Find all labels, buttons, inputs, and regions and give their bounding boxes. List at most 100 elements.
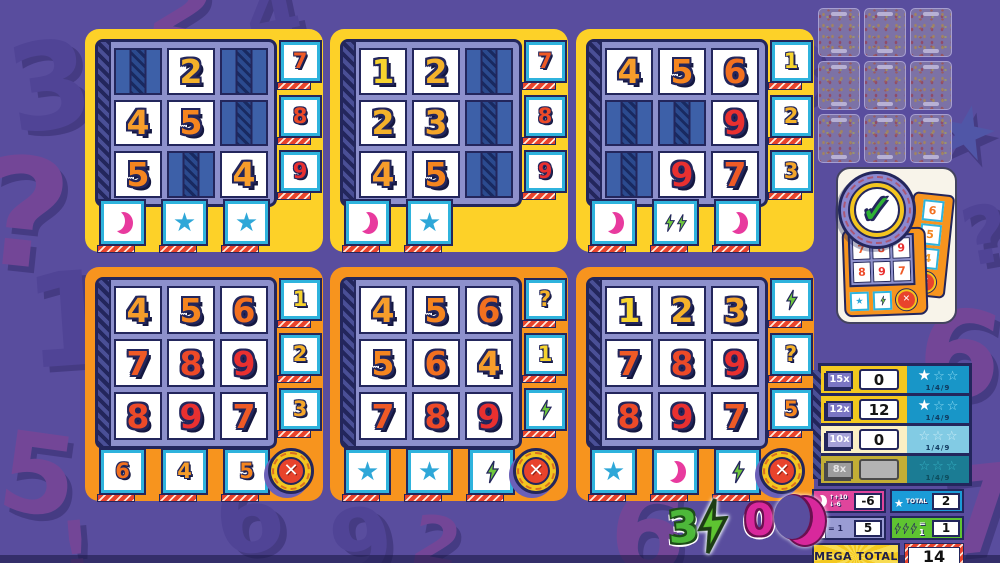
grid-cell[interactable]: 3: [412, 99, 460, 147]
facedown-card[interactable]: [818, 114, 860, 163]
grid-cell-blocked[interactable]: [114, 48, 162, 95]
grid-cell-blocked[interactable]: [465, 151, 513, 198]
facedown-card[interactable]: [910, 114, 952, 163]
grid-cell[interactable]: 9: [711, 339, 759, 387]
grid-cell[interactable]: 9: [658, 151, 706, 198]
grid-cell[interactable]: 8: [114, 392, 162, 440]
grid-cell[interactable]: 9: [658, 392, 706, 440]
facedown-card[interactable]: [864, 8, 906, 57]
grid-cell[interactable]: 5: [412, 286, 460, 334]
cell-number: 4: [126, 103, 150, 143]
moon-icon: [722, 210, 749, 235]
grid-cell[interactable]: 5: [114, 151, 162, 198]
grid-cell[interactable]: 7: [711, 151, 759, 198]
grid-cell[interactable]: 7: [220, 392, 268, 440]
grid-cell-blocked[interactable]: [605, 99, 653, 147]
discard-button[interactable]: [268, 448, 314, 494]
cell-number: 9: [477, 396, 501, 436]
star-caption: 1/4/9: [925, 474, 951, 482]
discard-button[interactable]: [513, 448, 559, 494]
row-targets: 1 2 3: [276, 280, 320, 438]
grid-cell-blocked[interactable]: [605, 151, 653, 198]
column-symbols: [588, 201, 759, 253]
grid-cell[interactable]: 1: [605, 286, 653, 334]
grid-cell[interactable]: 2: [412, 48, 460, 95]
grid-cell[interactable]: 8: [412, 392, 460, 440]
grid-cell[interactable]: 6: [711, 48, 759, 95]
row-targets: ? 5: [767, 280, 811, 438]
grid-cell[interactable]: 9: [711, 99, 759, 147]
grid-cell[interactable]: 4: [114, 286, 162, 334]
grid-cell[interactable]: 9: [167, 392, 215, 440]
grid-cell[interactable]: 6: [412, 339, 460, 387]
grid-cell[interactable]: 8: [605, 392, 653, 440]
grid-cell[interactable]: 2: [359, 99, 407, 147]
grid-cell-blocked[interactable]: [465, 99, 513, 147]
grid-cell[interactable]: 4: [465, 339, 513, 387]
grid-cell[interactable]: 7: [359, 392, 407, 440]
grid-cell-blocked[interactable]: [465, 48, 513, 95]
board-grid: 1 2 3 7 8 9 8 9 7: [586, 277, 768, 449]
star-icon: [173, 210, 196, 236]
grid-cell[interactable]: 5: [167, 99, 215, 147]
grid-cell[interactable]: 4: [114, 99, 162, 147]
cell-number: 9: [232, 343, 256, 383]
grid-cell[interactable]: 6: [465, 286, 513, 334]
facedown-card[interactable]: [864, 114, 906, 163]
grid-cell[interactable]: 5: [412, 151, 460, 198]
grid-cell-blocked[interactable]: [220, 99, 268, 147]
lightning-icon: [872, 290, 893, 311]
moon-plus-label: ↑+10: [829, 493, 848, 501]
x-icon: [522, 457, 550, 485]
target-tile: ?: [767, 335, 811, 383]
star-progress: 1/4/9: [907, 396, 969, 423]
grid-cell[interactable]: 8: [167, 339, 215, 387]
score-value: 12: [859, 399, 899, 420]
facedown-card[interactable]: [910, 8, 952, 57]
grid-cell[interactable]: 9: [465, 392, 513, 440]
grid-cell[interactable]: 9: [220, 339, 268, 387]
grid-cell[interactable]: 8: [658, 339, 706, 387]
board-grid: 4 5 6 5 6 4 7 8 9: [340, 277, 522, 449]
moon-icon: [598, 210, 625, 235]
facedown-card[interactable]: [818, 8, 860, 57]
symbol-tile: [466, 450, 513, 502]
target-tile: 9: [521, 152, 565, 200]
grid-cell[interactable]: 5: [167, 286, 215, 334]
target-number: 8: [537, 104, 553, 128]
card-deck-grid: [818, 8, 952, 163]
score-row-10x: 10x 0 1/4/9: [821, 426, 969, 453]
star-open-icon: [919, 427, 931, 443]
grid-cell[interactable]: 4: [220, 151, 268, 198]
grid-cell-blocked[interactable]: [220, 48, 268, 95]
x-icon: [768, 457, 796, 485]
grid-cell[interactable]: 2: [658, 286, 706, 334]
cell-number: 6: [424, 343, 448, 383]
target-number: 5: [783, 397, 799, 421]
symbol-tile: 5: [221, 450, 268, 502]
lightning-icon: [731, 460, 745, 483]
grid-cell[interactable]: 7: [114, 339, 162, 387]
facedown-card[interactable]: [818, 61, 860, 110]
discard-button[interactable]: [759, 448, 805, 494]
grid-cell[interactable]: 4: [359, 286, 407, 334]
grid-cell-blocked[interactable]: [167, 151, 215, 198]
facedown-card[interactable]: [910, 61, 952, 110]
grid-cell[interactable]: 4: [359, 151, 407, 198]
grid-cell[interactable]: 4: [605, 48, 653, 95]
grid-cell[interactable]: 2: [167, 48, 215, 95]
star-open-icon: [932, 427, 944, 443]
grid-cell[interactable]: 7: [711, 392, 759, 440]
confirm-card[interactable]: 6 5 4 7 8 9 8 9 7 ★: [836, 167, 957, 324]
grid-cell[interactable]: 5: [359, 339, 407, 387]
grid-cell-blocked[interactable]: [658, 99, 706, 147]
grid-cell[interactable]: 5: [658, 48, 706, 95]
star-caption: 1/4/9: [925, 444, 951, 452]
grid-cell[interactable]: 1: [359, 48, 407, 95]
cell-number: 8: [617, 396, 641, 436]
facedown-card[interactable]: [864, 61, 906, 110]
grid-cell[interactable]: 3: [711, 286, 759, 334]
grid-cell[interactable]: 7: [605, 339, 653, 387]
grid-cell[interactable]: 6: [220, 286, 268, 334]
